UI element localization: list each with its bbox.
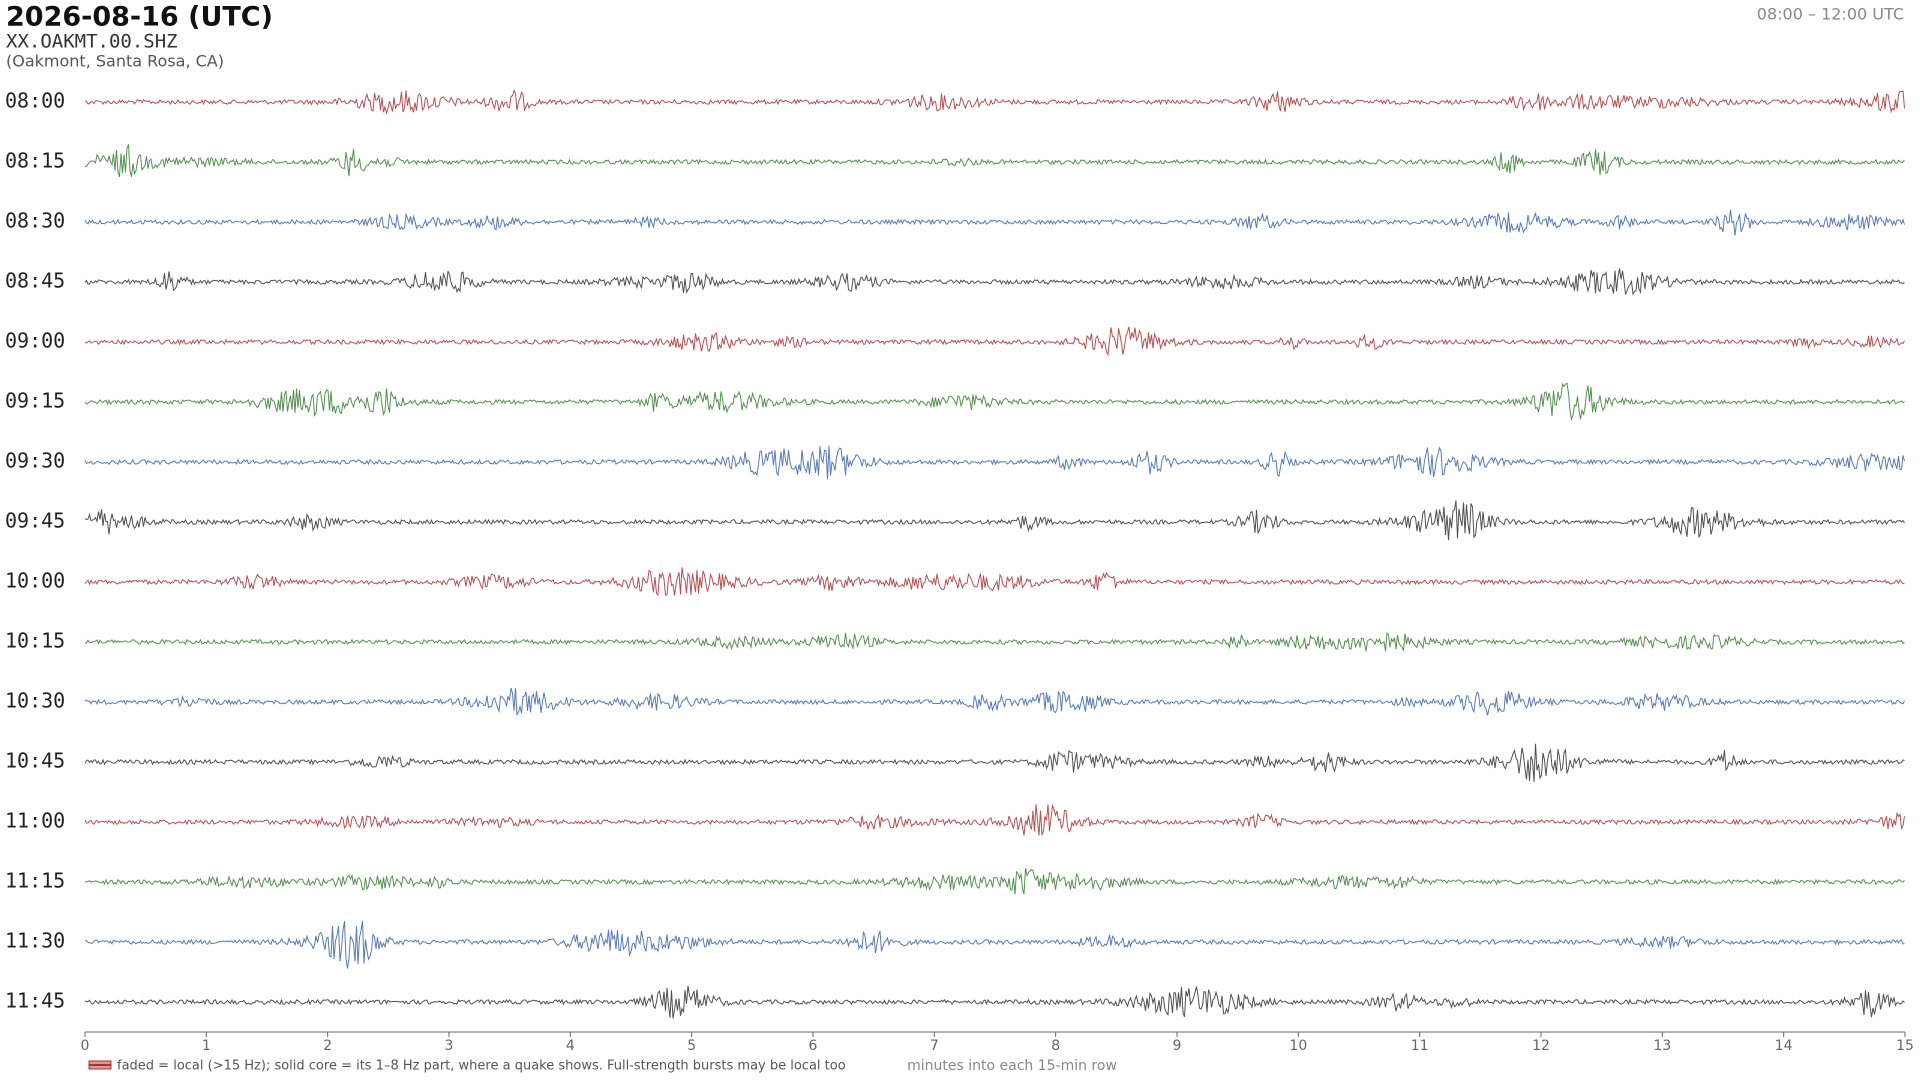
- legend-note: faded = local (>15 Hz); solid core = its…: [117, 1059, 846, 1074]
- x-tick-label: 14: [1775, 1038, 1793, 1054]
- x-tick-label: 1: [202, 1038, 211, 1054]
- x-tick-label: 8: [1051, 1038, 1060, 1054]
- trace: [84, 382, 1905, 421]
- row-label: 09:00: [5, 329, 65, 353]
- x-tick-label: 6: [809, 1038, 818, 1054]
- x-tick-label: 10: [1289, 1038, 1307, 1054]
- trace: [84, 868, 1905, 895]
- row-label: 08:00: [5, 89, 65, 113]
- x-tick-label: 15: [1896, 1038, 1914, 1054]
- title: 2026-08-16 (UTC): [6, 2, 273, 33]
- row-label: 11:45: [5, 989, 65, 1013]
- trace: [84, 144, 1905, 178]
- trace: [84, 89, 1905, 116]
- trace: [84, 445, 1905, 480]
- trace: [84, 209, 1905, 236]
- row-label: 10:45: [5, 749, 65, 773]
- x-tick-label: 12: [1532, 1038, 1550, 1054]
- x-tick-label: 9: [1173, 1038, 1182, 1054]
- row-label: 08:30: [5, 209, 65, 233]
- trace: [84, 567, 1905, 597]
- row-label: 10:30: [5, 689, 65, 713]
- location: (Oakmont, Santa Rosa, CA): [6, 52, 224, 71]
- trace: [84, 920, 1905, 969]
- row-label: 10:00: [5, 569, 65, 593]
- row-label: 10:15: [5, 629, 65, 653]
- trace: [84, 268, 1905, 296]
- trace: [84, 803, 1905, 836]
- legend-swatch-core: [89, 1064, 111, 1066]
- row-label: 09:15: [5, 389, 65, 413]
- row-label: 08:15: [5, 149, 65, 173]
- trace: [84, 985, 1905, 1019]
- trace: [84, 500, 1905, 541]
- row-label: 09:45: [5, 509, 65, 533]
- time-range: 08:00 – 12:00 UTC: [1757, 5, 1904, 24]
- row-label: 11:15: [5, 869, 65, 893]
- row-label: 11:30: [5, 929, 65, 953]
- trace: [84, 743, 1905, 782]
- station: XX.OAKMT.00.SHZ: [6, 31, 178, 53]
- trace: [84, 326, 1905, 357]
- x-tick-label: 3: [445, 1038, 454, 1054]
- row-label: 09:30: [5, 449, 65, 473]
- x-axis-label: minutes into each 15-min row: [907, 1058, 1117, 1074]
- x-tick-label: 5: [687, 1038, 696, 1054]
- row-label: 08:45: [5, 269, 65, 293]
- x-tick-label: 11: [1411, 1038, 1429, 1054]
- x-tick-label: 13: [1653, 1038, 1671, 1054]
- trace: [84, 687, 1905, 716]
- row-label: 11:00: [5, 809, 65, 833]
- x-tick-label: 4: [566, 1038, 575, 1054]
- x-tick-label: 2: [323, 1038, 332, 1054]
- trace: [84, 632, 1905, 652]
- x-tick-label: 0: [81, 1038, 90, 1054]
- x-tick-label: 7: [930, 1038, 939, 1054]
